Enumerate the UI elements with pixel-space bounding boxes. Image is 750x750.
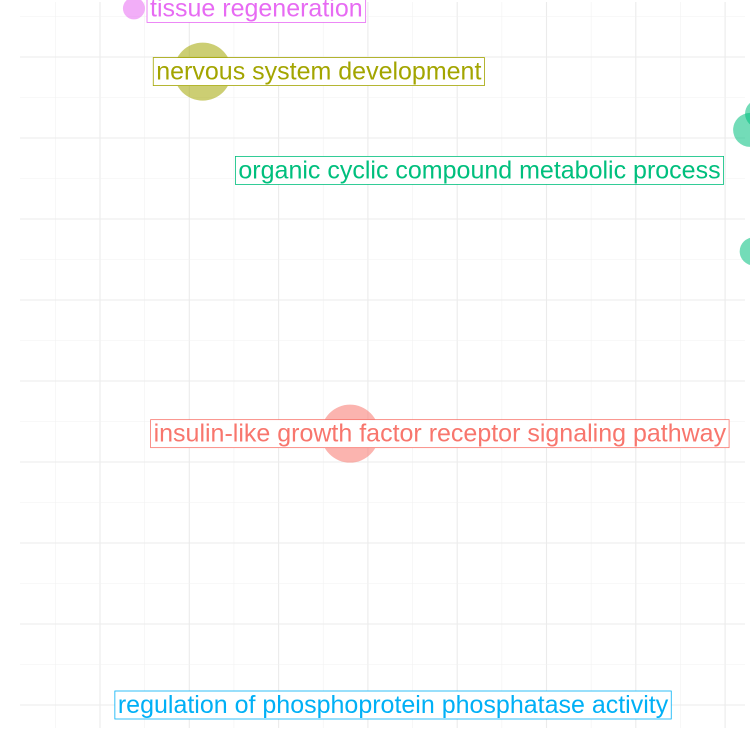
- data-point: [739, 237, 750, 265]
- cluster-label-box: [150, 419, 730, 449]
- cluster-label: organic cyclic compound metabolic proces…: [235, 155, 724, 185]
- grid-lines: [20, 2, 745, 728]
- cluster-label-box: [152, 57, 485, 86]
- cluster-label-text: organic cyclic compound metabolic proces…: [238, 156, 720, 184]
- cluster-label-box: [235, 155, 724, 185]
- data-point: [122, 0, 145, 20]
- data-point: [733, 112, 750, 147]
- cluster-labels: tissue regeneration nervous system develo…: [114, 0, 730, 720]
- cluster-label: insulin-like growth factor receptor sign…: [150, 419, 730, 449]
- cluster-label: tissue regeneration: [146, 0, 367, 23]
- cluster-label: nervous system development: [152, 57, 485, 86]
- cluster-label-box: [114, 690, 672, 720]
- cluster-label-text: insulin-like growth factor receptor sign…: [154, 420, 727, 448]
- cluster-label-text: tissue regeneration: [150, 0, 363, 22]
- cluster-label: regulation of phosphoprotein phosphatase…: [114, 690, 672, 720]
- cluster-label-text: regulation of phosphoprotein phosphatase…: [118, 691, 669, 719]
- data-points: [122, 0, 750, 463]
- cluster-label-box: [146, 0, 367, 23]
- cluster-label-text: nervous system development: [156, 58, 481, 86]
